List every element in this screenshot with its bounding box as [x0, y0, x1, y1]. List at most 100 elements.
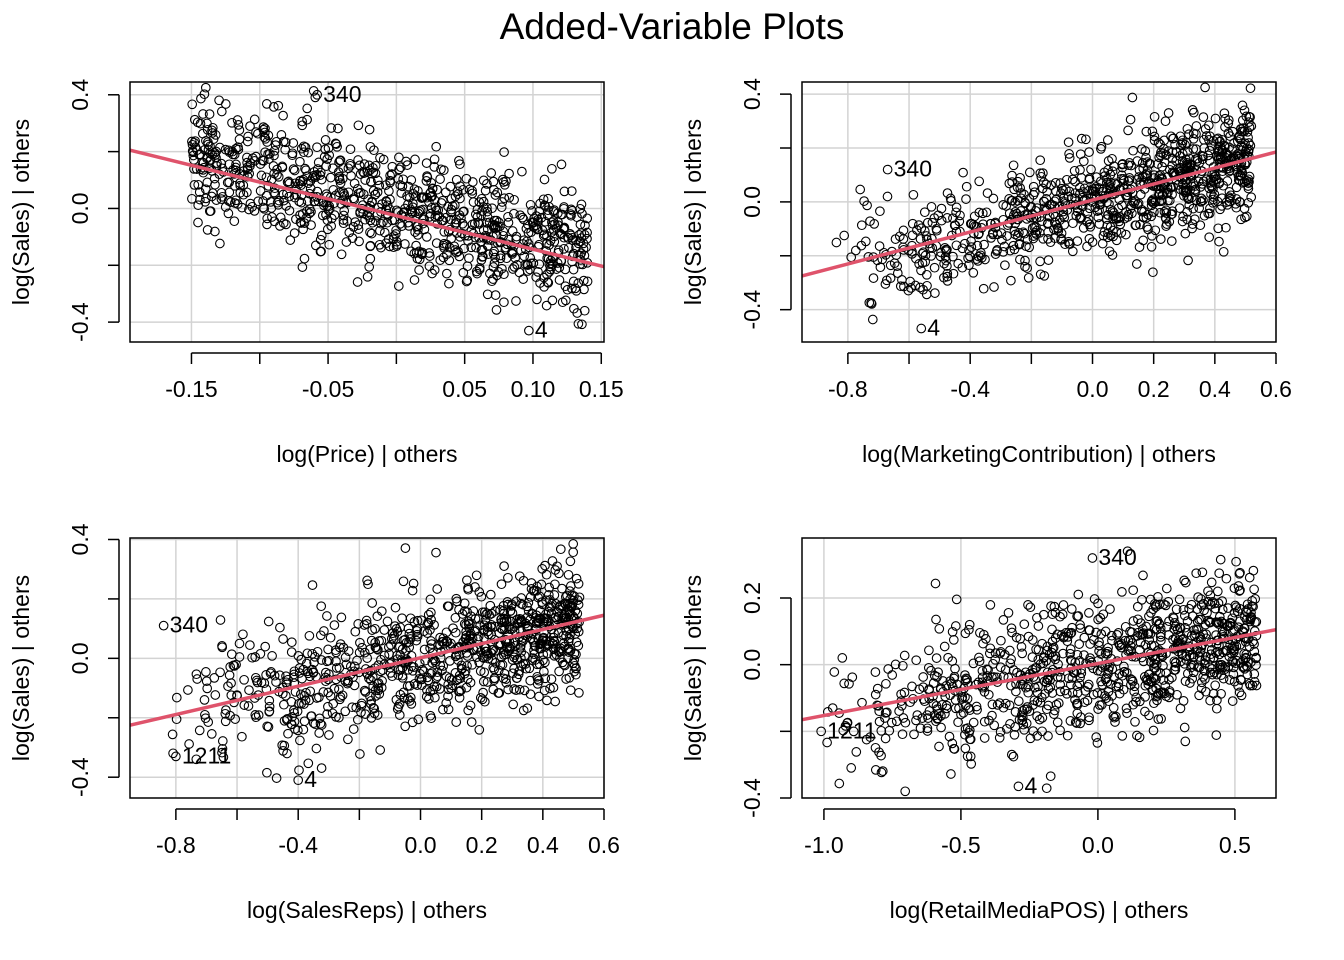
data-point [505, 605, 516, 616]
data-point [262, 219, 272, 230]
data-point [1244, 122, 1255, 133]
data-point [540, 560, 550, 571]
data-point [573, 578, 584, 589]
data-point [345, 144, 356, 155]
data-point [1114, 669, 1125, 679]
data-point [1030, 227, 1041, 238]
data-point [1214, 568, 1225, 579]
data-point [1078, 223, 1089, 233]
data-point [479, 667, 490, 678]
data-point [907, 681, 917, 692]
data-point [1160, 116, 1171, 127]
data-point [1070, 717, 1081, 727]
x-tick-label: 0.05 [442, 376, 487, 402]
data-point [1084, 173, 1095, 184]
data-point [355, 637, 365, 648]
data-point [243, 701, 254, 711]
data-point [915, 282, 925, 293]
data-point [365, 240, 376, 251]
data-point [338, 215, 349, 225]
data-point [960, 670, 970, 680]
data-point [1180, 228, 1191, 239]
data-point [461, 626, 471, 637]
data-point [1153, 714, 1164, 725]
x-tick-label: 0.0 [1077, 376, 1109, 402]
data-point [543, 205, 553, 216]
data-point [485, 589, 496, 600]
data-point [280, 144, 291, 155]
data-point [948, 251, 958, 262]
data-point [1025, 733, 1036, 744]
data-point [1134, 696, 1145, 707]
data-point [564, 586, 575, 596]
data-point [1023, 272, 1034, 283]
data-point [1097, 238, 1108, 249]
data-point [567, 232, 578, 243]
data-point [1223, 118, 1234, 129]
data-point [456, 685, 466, 696]
x-axis-label: log(RetailMediaPOS) | others [890, 897, 1189, 923]
data-point [433, 205, 444, 216]
data-point [229, 216, 240, 227]
data-point [1150, 623, 1160, 634]
data-point [996, 635, 1006, 646]
point-label-1211: 1211 [827, 717, 876, 743]
data-point [1043, 255, 1054, 265]
data-point [516, 598, 527, 609]
data-point [848, 726, 859, 737]
data-point [1016, 188, 1027, 198]
data-point [1198, 195, 1208, 206]
x-tick-label: 0.5 [1219, 832, 1251, 858]
data-point [482, 622, 493, 632]
data-point [1043, 731, 1053, 741]
data-point [971, 701, 982, 712]
data-point [421, 158, 432, 168]
labeled-point-340 [158, 620, 169, 631]
data-point [514, 684, 525, 695]
data-point [921, 269, 932, 280]
data-point [472, 652, 482, 662]
data-point [275, 212, 286, 223]
data-point [199, 695, 210, 705]
data-point [195, 194, 205, 205]
data-point [979, 733, 990, 743]
data-point [919, 207, 930, 218]
data-point [1150, 654, 1161, 665]
data-point [322, 709, 332, 719]
data-point [245, 121, 255, 131]
data-point [1193, 592, 1203, 602]
data-point [234, 652, 245, 662]
data-point [1024, 242, 1035, 253]
data-point [1000, 260, 1010, 271]
data-point [1221, 573, 1232, 584]
data-point [918, 682, 929, 693]
data-point [564, 633, 575, 644]
data-point [1028, 233, 1039, 244]
data-point [874, 706, 885, 717]
data-point [325, 632, 336, 643]
data-point [242, 162, 253, 173]
data-point [330, 138, 341, 149]
data-point [886, 717, 897, 728]
data-point [1012, 667, 1022, 678]
x-tick-label: 0.0 [405, 832, 437, 858]
data-point [1236, 214, 1246, 225]
data-point [1205, 653, 1216, 664]
data-point [950, 621, 961, 631]
data-point [1231, 556, 1241, 567]
point-label-1211: 1211 [182, 742, 231, 768]
data-point [942, 188, 953, 198]
data-point [1009, 729, 1020, 740]
data-point [350, 217, 361, 227]
data-point [1043, 227, 1054, 237]
data-point [184, 739, 194, 749]
data-point [367, 217, 378, 228]
data-point [519, 650, 530, 661]
x-tick-label: -0.05 [302, 376, 354, 402]
data-point [409, 275, 420, 285]
data-point [1196, 594, 1206, 604]
data-point [309, 657, 319, 668]
data-point [216, 106, 227, 117]
data-point [1190, 181, 1200, 191]
data-point [457, 218, 468, 229]
